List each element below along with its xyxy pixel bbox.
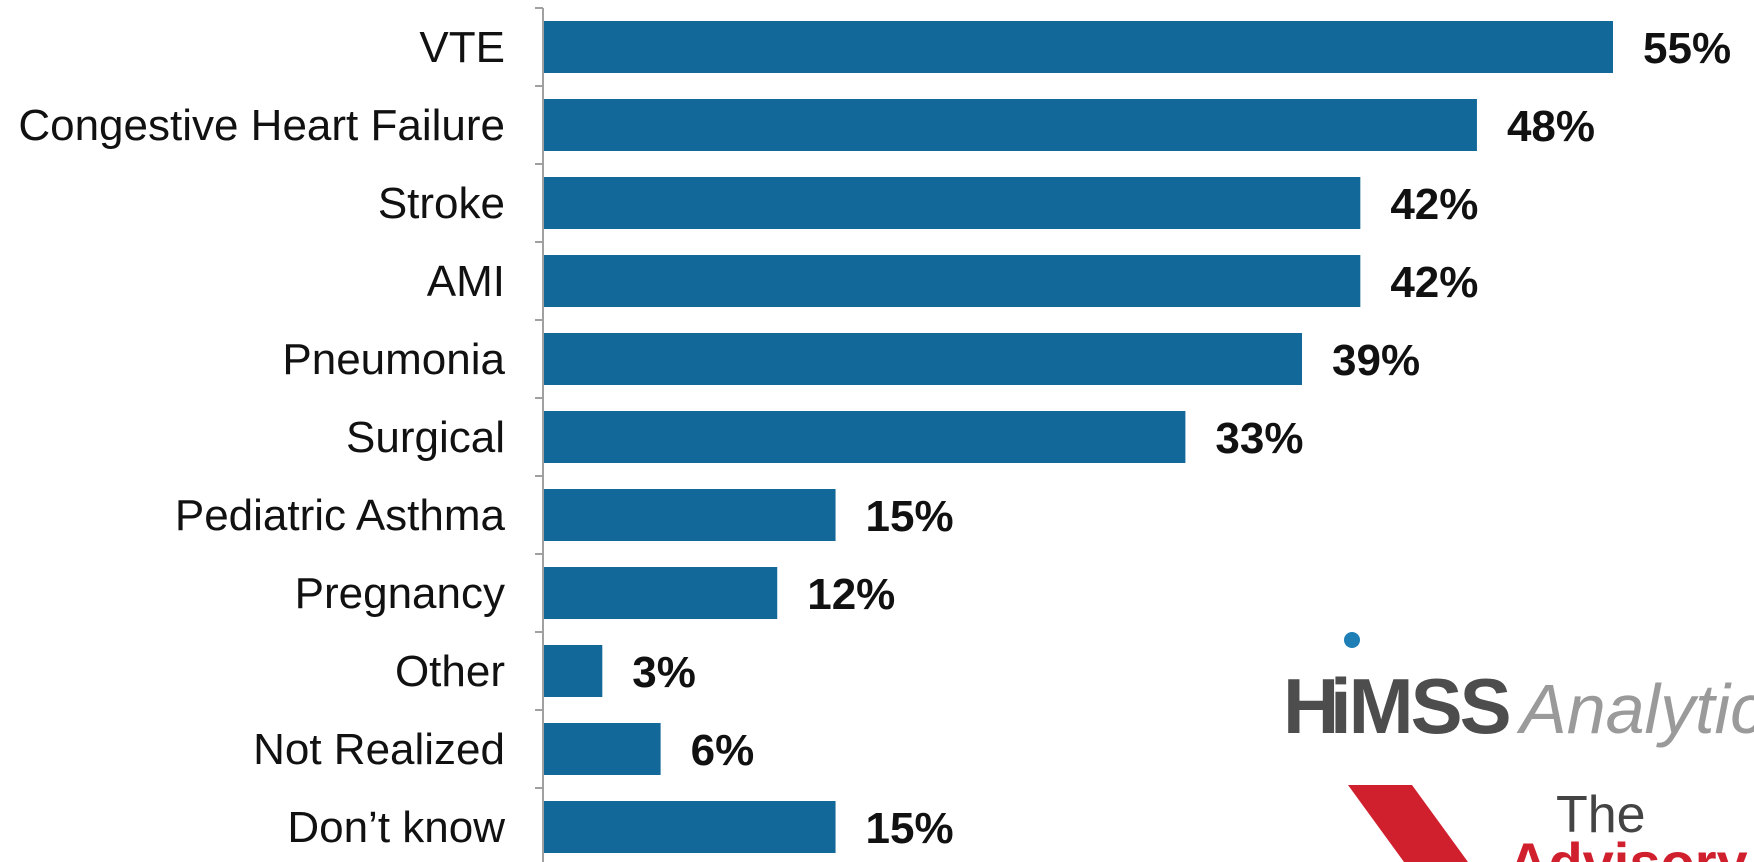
category-label: Other bbox=[395, 647, 505, 696]
data-label: 48% bbox=[1507, 102, 1595, 151]
bar bbox=[544, 255, 1361, 307]
bars-group: VTE 55% Congestive Heart Failure 48% Stroke 4… bbox=[18, 21, 1731, 853]
himss-logo-analytics: Analytics bbox=[1516, 670, 1754, 748]
category-label: Pregnancy bbox=[295, 569, 505, 618]
data-label: 33% bbox=[1215, 414, 1303, 463]
data-label: 42% bbox=[1390, 180, 1478, 229]
category-label: VTE bbox=[419, 23, 505, 72]
advisory-logo-name: Advisory bbox=[1508, 831, 1748, 862]
data-label: 15% bbox=[866, 492, 954, 541]
category-label: Stroke bbox=[378, 179, 505, 228]
logos-group: H iMSS Analytics The Advisory bbox=[1283, 632, 1754, 862]
y-axis bbox=[535, 7, 544, 862]
himss-analytics-logo: H iMSS Analytics bbox=[1283, 632, 1754, 750]
category-label: Don’t know bbox=[287, 803, 505, 852]
category-label: Pediatric Asthma bbox=[175, 491, 506, 540]
bar bbox=[544, 411, 1186, 463]
data-label: 12% bbox=[807, 570, 895, 619]
data-label: 15% bbox=[866, 804, 954, 853]
bar bbox=[544, 177, 1361, 229]
data-label: 55% bbox=[1643, 24, 1731, 73]
bar bbox=[544, 801, 836, 853]
category-label: Pneumonia bbox=[282, 335, 505, 384]
bar bbox=[544, 567, 778, 619]
bar bbox=[544, 333, 1303, 385]
advisory-board-logo: The Advisory bbox=[1348, 785, 1748, 862]
bar bbox=[544, 723, 661, 775]
advisory-logo-the: The bbox=[1556, 786, 1646, 844]
category-label: Not Realized bbox=[253, 725, 505, 774]
bar bbox=[544, 99, 1477, 151]
himss-logo-mss: iMSS bbox=[1330, 662, 1509, 750]
category-label: Surgical bbox=[346, 413, 505, 462]
advisory-logo-chevron bbox=[1348, 785, 1468, 862]
bar bbox=[544, 21, 1613, 73]
bar bbox=[544, 489, 836, 541]
data-label: 39% bbox=[1332, 336, 1420, 385]
bar bbox=[544, 645, 603, 697]
data-label: 6% bbox=[691, 726, 755, 775]
category-label: Congestive Heart Failure bbox=[18, 101, 505, 150]
himss-logo-dot bbox=[1344, 632, 1360, 648]
himss-logo-h: H bbox=[1283, 662, 1339, 750]
data-label: 3% bbox=[632, 648, 696, 697]
data-label: 42% bbox=[1390, 258, 1478, 307]
category-label: AMI bbox=[427, 257, 505, 306]
